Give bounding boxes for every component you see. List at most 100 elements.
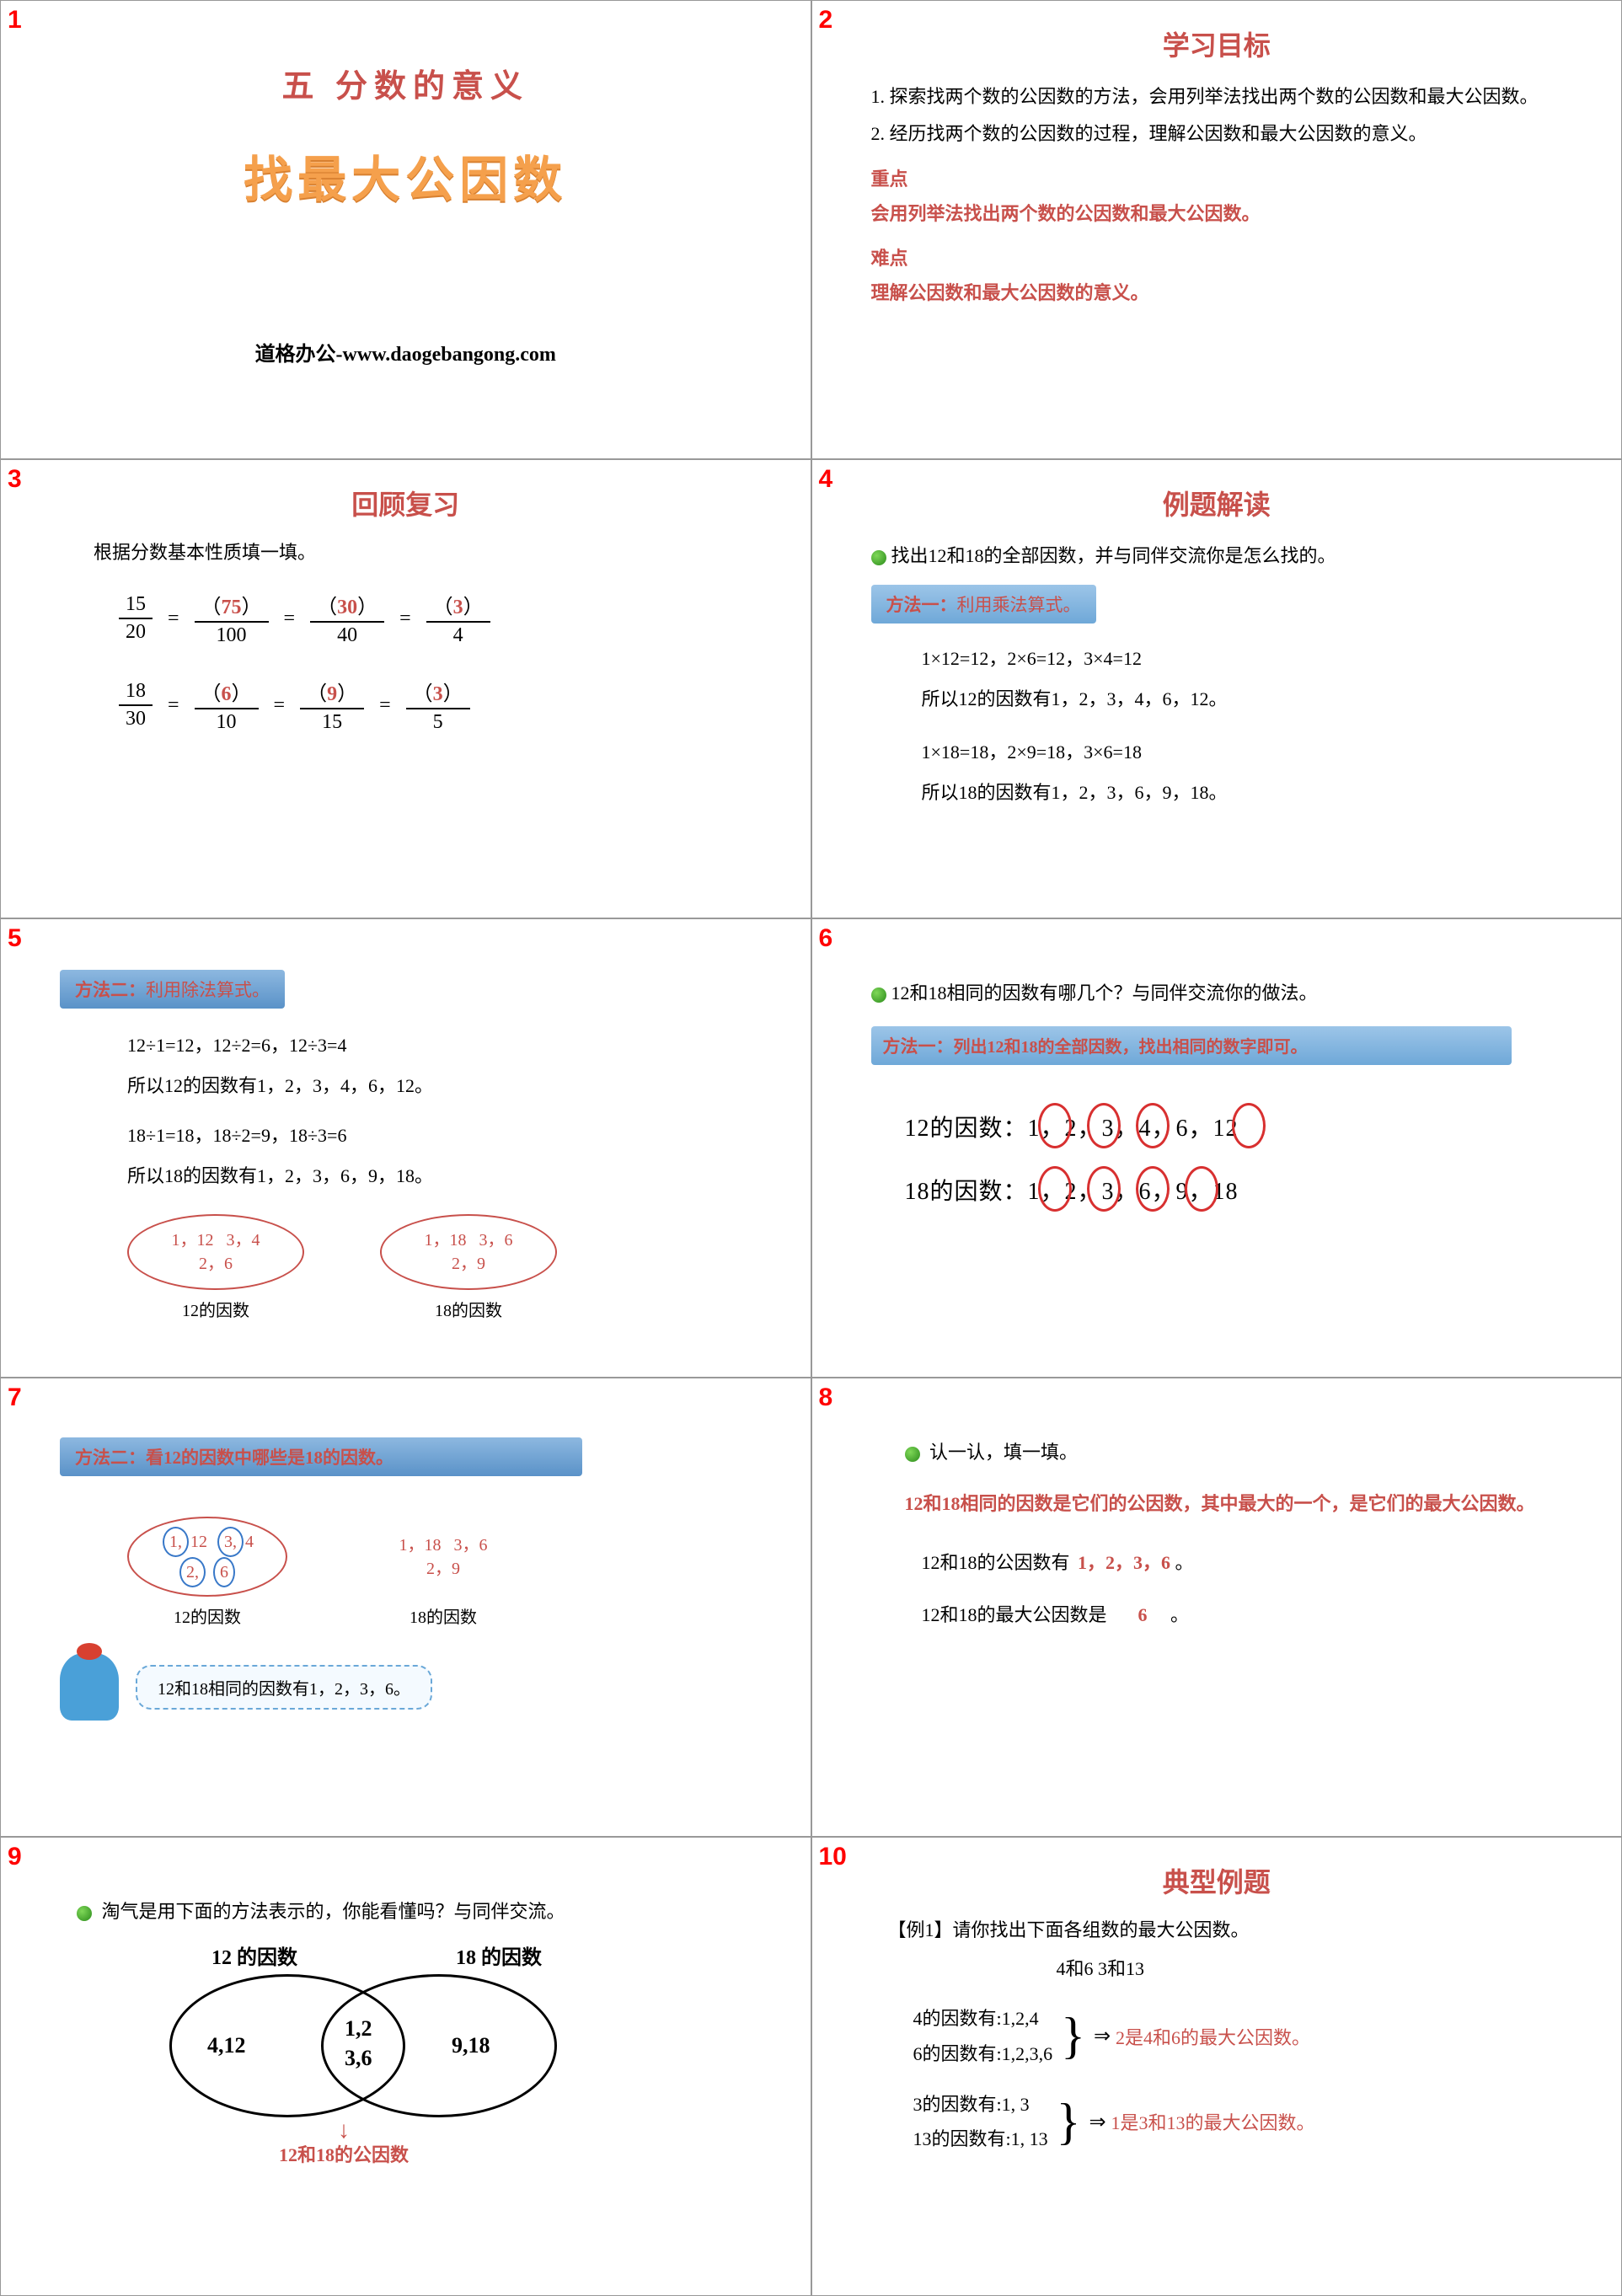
calc-line: 所以12的因数有1，2，3，4，6，12。 — [127, 1066, 785, 1106]
oval: 1，18 3，62，9 — [380, 1214, 557, 1290]
frac-num: （75） — [195, 590, 269, 623]
answer: 30 — [337, 597, 357, 618]
intro-text: 根据分数基本性质填一填。 — [94, 538, 785, 565]
equals: = — [274, 694, 286, 717]
label: 12和18的最大公因数是 — [922, 1604, 1107, 1625]
calc-line: 1×18=18，2×9=18，3×6=18 — [922, 732, 1597, 773]
difficulty-label: 难点 — [871, 244, 1597, 270]
frac-num: （9） — [300, 677, 364, 709]
factors-12: 12的因数：1，2，3，4，6，12 — [905, 1110, 1597, 1143]
question-text: 淘气是用下面的方法表示的，你能看懂吗？与同伴交流。 — [77, 1897, 785, 1924]
factors-line: 13的因数有:1, 13 — [913, 2122, 1048, 2157]
factors-oval-18: 1，18 3，62，9 18的因数 — [363, 1517, 523, 1628]
answer-line-1: 12和18的公因数有 1，2，3，6 。 — [922, 1548, 1597, 1575]
question: 认一认，填一填。 — [929, 1442, 1078, 1463]
arrow-right-icon: ⇒ — [1089, 2110, 1105, 2134]
oval-row: 1,12 3,42, 6 12的因数 1，18 3，62，9 18的因数 — [127, 1517, 785, 1628]
question: 找出12和18的全部因数，并与同伴交流你是怎么找的。 — [891, 545, 1336, 566]
factors-line: 3的因数有:1, 3 — [913, 2087, 1048, 2122]
source-url: 道格办公-www.daogebangong.com — [26, 337, 785, 367]
method-text: 利用乘法算式。 — [957, 595, 1081, 615]
objective-1: 1. 探索找两个数的公因数的方法，会用列举法找出两个数的公因数和最大公因数。 — [871, 78, 1580, 115]
oval-label: 18的因数 — [363, 1603, 523, 1628]
frac-den: 30 — [126, 706, 146, 731]
circle-mark-icon — [1087, 1103, 1121, 1148]
method-box: 方法二：看12的因数中哪些是18的因数。 — [60, 1437, 582, 1476]
calc-line: 所以12的因数有1，2，3，4，6，12。 — [922, 679, 1597, 720]
chapter-title: 五 分数的意义 — [26, 60, 785, 106]
slide-10: 10 典型例题 【例1】请你找出下面各组数的最大公因数。 4和6 3和13 4的… — [811, 1837, 1622, 2296]
venn-left-only: 4,12 — [207, 2033, 246, 2058]
oval: 1，12 3，42，6 — [127, 1214, 304, 1290]
brace-icon: } — [1061, 2007, 1085, 2065]
oval-label: 18的因数 — [380, 1297, 557, 1321]
frac-den: 20 — [126, 619, 146, 644]
frac-den: 5 — [433, 709, 443, 734]
arrow-down-icon: ↓ — [279, 2122, 409, 2140]
group-2: 3的因数有:1, 3 13的因数有:1, 13 } ⇒ 1是3和13的最大公因数… — [913, 2087, 1597, 2158]
factors-line: 6的因数有:1,2,3,6 — [913, 2036, 1053, 2072]
oval-content: 1，18 3，62，9 — [399, 1533, 488, 1581]
method-label: 方法一： — [886, 595, 957, 615]
answer: 75 — [222, 597, 242, 618]
answer: 3 — [453, 597, 463, 618]
calc-line: 所以18的因数有1，2，3，6，9，18。 — [922, 773, 1597, 813]
method-text: 看12的因数中哪些是18的因数。 — [146, 1448, 393, 1468]
oval-content: 1，12 3，42，6 — [172, 1228, 260, 1276]
label: 18的因数： — [905, 1179, 1028, 1205]
slide-4: 4 例题解读 找出12和18的全部因数，并与同伴交流你是怎么找的。 方法一：利用… — [811, 459, 1622, 918]
frac-den: 4 — [453, 623, 463, 647]
ring-icon: 1, — [163, 1527, 189, 1557]
answer-line-2: 12和18的最大公因数是 6 。 — [922, 1600, 1597, 1627]
oval-content: 1，18 3，62，9 — [425, 1228, 513, 1276]
example-text: 【例1】请你找出下面各组数的最大公因数。 — [888, 1915, 1597, 1942]
circle-mark-icon — [1185, 1166, 1218, 1212]
key-point: 会用列举法找出两个数的公因数和最大公因数。 — [871, 196, 1597, 232]
label: 12和18的公因数有 — [922, 1552, 1070, 1573]
answer: 1，2，3，6 — [1078, 1552, 1170, 1573]
frac-den: 40 — [337, 623, 357, 647]
venn-intersection: 1,2 — [345, 2016, 372, 2042]
venn-right-only: 9,18 — [452, 2033, 490, 2058]
bullet-icon — [871, 987, 886, 1003]
slide-1: 1 五 分数的意义 找最大公因数 道格办公-www.daogebangong.c… — [0, 0, 811, 459]
bullet-icon — [871, 550, 886, 565]
slide-3: 3 回顾复习 根据分数基本性质填一填。 1520 = （75）100 = （30… — [0, 459, 811, 918]
section-heading: 学习目标 — [838, 24, 1597, 63]
slide-grid: 1 五 分数的意义 找最大公因数 道格办公-www.daogebangong.c… — [0, 0, 1622, 2296]
frac-den: 100 — [217, 623, 247, 647]
speech-bubble: 12和18相同的因数有1，2，3，6。 — [136, 1665, 432, 1710]
slide-number: 1 — [8, 6, 22, 35]
equals: = — [399, 607, 411, 630]
number-pairs: 4和6 3和13 — [1057, 1954, 1597, 1981]
slide-6: 6 12和18相同的因数有哪几个？与同伴交流你的做法。 方法一：列出12和18的… — [811, 918, 1622, 1378]
calc-line: 所以18的因数有1，2，3，6，9，18。 — [127, 1156, 785, 1196]
key-label: 重点 — [871, 164, 1597, 191]
answer: 1是3和13的最大公因数。 — [1111, 2108, 1315, 2135]
circle-mark-icon — [1038, 1166, 1072, 1212]
question-text: 认一认，填一填。 — [905, 1437, 1597, 1464]
frac-num: （6） — [195, 677, 259, 709]
oval-label: 12的因数 — [127, 1603, 287, 1628]
factors-line: 4的因数有:1,2,4 — [913, 2001, 1053, 2036]
slide-number: 4 — [819, 465, 833, 494]
oval-label: 12的因数 — [127, 1297, 304, 1321]
method-box: 方法一：列出12和18的全部因数，找出相同的数字即可。 — [871, 1026, 1512, 1065]
method-box: 方法二：利用除法算式。 — [60, 970, 285, 1009]
section-heading: 典型例题 — [838, 1861, 1597, 1900]
circle-mark-icon — [1136, 1166, 1170, 1212]
group-1: 4的因数有:1,2,4 6的因数有:1,2,3,6 } ⇒ 2是4和6的最大公因… — [913, 2001, 1597, 2072]
frac-den: 15 — [322, 709, 342, 734]
venn-intersection: 3,6 — [345, 2046, 372, 2071]
ring-icon: 3, — [217, 1527, 244, 1557]
slide-number: 9 — [8, 1843, 22, 1871]
question-text: 12和18相同的因数有哪几个？与同伴交流你的做法。 — [871, 978, 1597, 1005]
slide-number: 6 — [819, 924, 833, 953]
frac-den: 10 — [217, 709, 237, 734]
fraction-row-1: 1520 = （75）100 = （30）40 = （3）4 — [110, 590, 785, 647]
slide-8: 8 认一认，填一填。 12和18相同的因数是它们的公因数，其中最大的一个，是它们… — [811, 1378, 1622, 1837]
slide-number: 8 — [819, 1383, 833, 1412]
slide-number: 7 — [8, 1383, 22, 1412]
circle-mark-icon — [1038, 1103, 1072, 1148]
answer: 6 — [222, 683, 232, 705]
